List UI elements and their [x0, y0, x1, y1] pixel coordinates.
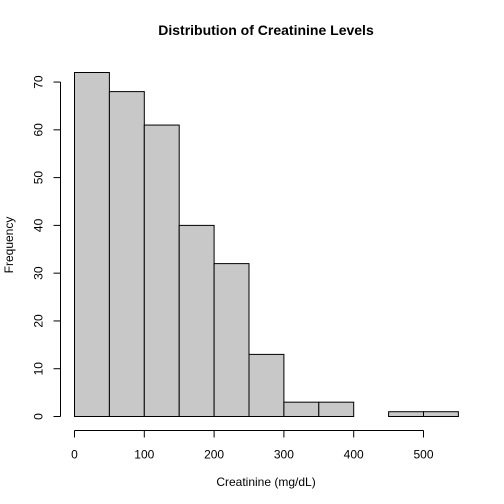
- x-tick-label: 100: [134, 448, 154, 462]
- chart-title: Distribution of Creatinine Levels: [158, 22, 374, 38]
- y-axis-label: Frequency: [2, 217, 16, 274]
- histogram-bar: [143, 124, 180, 418]
- y-tick-label: 30: [32, 266, 46, 280]
- x-tick-label: 300: [274, 448, 294, 462]
- y-tick-label: 20: [32, 314, 46, 328]
- x-tick-label: 500: [413, 448, 433, 462]
- y-tick-label: 40: [32, 218, 46, 232]
- y-tick-label: 0: [32, 413, 46, 420]
- y-tick-label: 50: [32, 171, 46, 185]
- histogram-bar: [178, 224, 215, 417]
- x-tick-label: 0: [71, 448, 78, 462]
- histogram-bar: [318, 401, 355, 417]
- x-tick-label: 400: [344, 448, 364, 462]
- histogram-bar: [283, 401, 320, 417]
- histogram-bar: [74, 72, 110, 417]
- histogram-bar: [108, 91, 145, 417]
- histogram-bar: [388, 411, 425, 418]
- y-tick-label: 10: [32, 362, 46, 376]
- y-tick-label: 70: [32, 75, 46, 89]
- bars-group: [74, 72, 459, 418]
- histogram-bar: [213, 263, 250, 417]
- histogram-bar: [423, 411, 459, 418]
- x-axis: 0 100 200 300 400 500: [71, 430, 434, 462]
- y-axis: 0 10 20 30 40 50 60 70: [32, 75, 61, 420]
- x-axis-label: Creatinine (mg/dL): [216, 475, 315, 489]
- x-tick-label: 200: [204, 448, 224, 462]
- y-tick-label: 60: [32, 123, 46, 137]
- histogram-bar: [248, 353, 285, 417]
